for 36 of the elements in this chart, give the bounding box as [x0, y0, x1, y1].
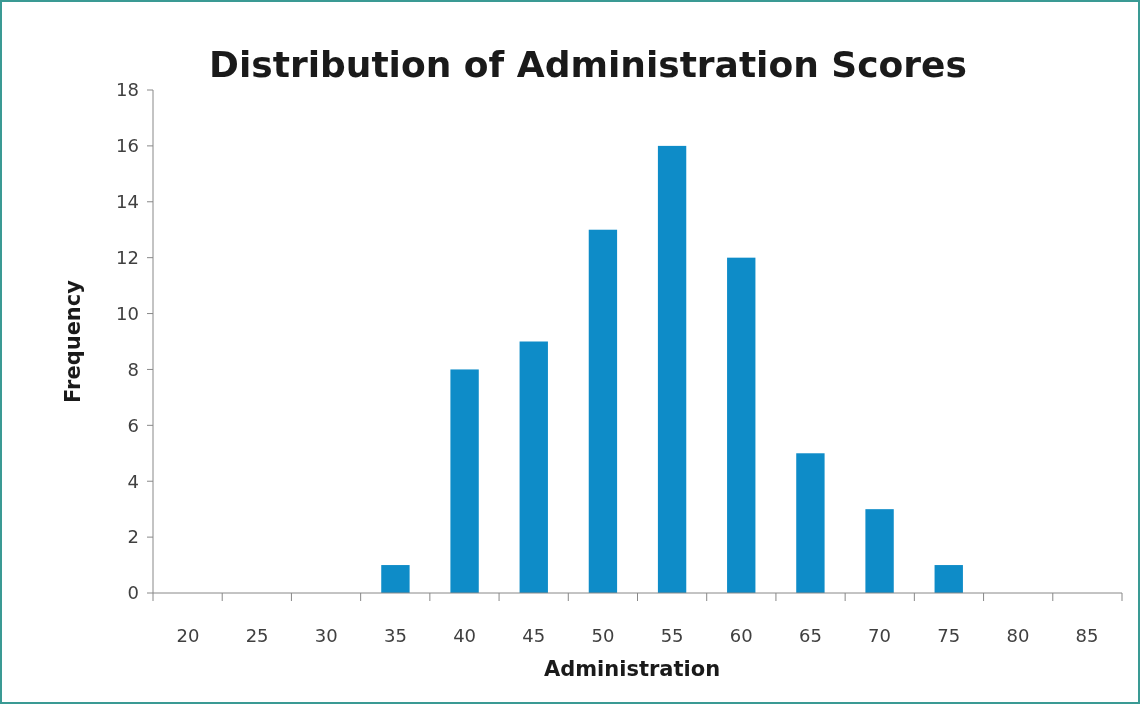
x-tick-label: 60 — [729, 625, 753, 646]
bar — [796, 453, 825, 593]
x-tick-label: 35 — [383, 625, 407, 646]
bar — [657, 145, 687, 593]
x-tick-label: 45 — [522, 625, 546, 646]
y-tick-label: 12 — [116, 246, 139, 268]
bar — [588, 229, 618, 593]
y-tick-label: 16 — [116, 135, 139, 157]
x-tick-label: 50 — [591, 625, 615, 646]
bar — [934, 565, 963, 593]
bar — [450, 369, 479, 593]
y-tick-label: 18 — [116, 79, 139, 101]
x-tick-label: 25 — [245, 625, 269, 646]
x-tick-label: 40 — [453, 625, 477, 646]
bar — [381, 565, 410, 593]
x-tick-label: 75 — [937, 625, 961, 646]
x-tick-label: 20 — [176, 625, 200, 646]
y-tick-label: 0 — [127, 582, 139, 604]
y-tick-label: 8 — [127, 358, 139, 380]
x-tick-label: 55 — [660, 625, 684, 646]
x-tick-label: 30 — [314, 625, 338, 646]
x-axis-title: Administration — [543, 657, 721, 681]
y-axis-title: Frequency — [61, 279, 85, 403]
y-tick-label: 4 — [127, 470, 139, 492]
x-tick-label: 70 — [868, 625, 892, 646]
chart-title: Distribution of Administration Scores — [209, 44, 967, 85]
y-tick-label: 14 — [116, 191, 139, 213]
y-tick-label: 6 — [127, 414, 139, 436]
bar — [519, 341, 548, 593]
x-tick-label: 80 — [1006, 625, 1030, 646]
y-tick-label: 2 — [127, 526, 139, 548]
y-tick-label: 10 — [116, 302, 139, 324]
x-tick-label: 65 — [798, 625, 822, 646]
x-tick-label: 85 — [1075, 625, 1099, 646]
bar — [865, 509, 894, 593]
bar — [727, 257, 756, 593]
